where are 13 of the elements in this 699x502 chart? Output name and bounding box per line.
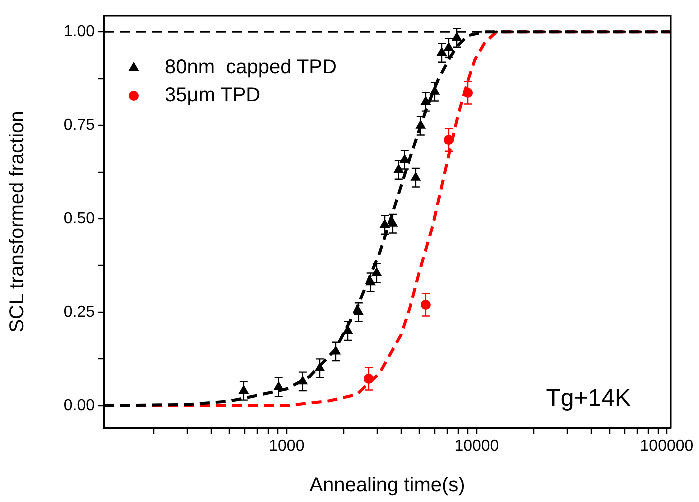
annotation: Tg+14K: [546, 385, 631, 412]
x-tick-label: 100000: [640, 438, 694, 456]
y-axis-title: SCL transformed fraction: [6, 111, 29, 333]
y-tick-label: 0.00: [64, 397, 96, 414]
y-tick-label: 1.00: [64, 23, 96, 40]
legend-label: 35μm TPD: [165, 84, 261, 107]
x-tick-label: 10000: [454, 438, 500, 456]
y-tick-label: 0.50: [64, 210, 96, 228]
y-tick-label: 0.75: [64, 116, 96, 134]
y-tick-label: 0.25: [64, 304, 96, 321]
x-axis-title: Annealing time(s): [310, 474, 466, 497]
legend-label: 80nm capped TPD: [165, 56, 337, 79]
x-tick-label: 1000: [269, 438, 305, 456]
